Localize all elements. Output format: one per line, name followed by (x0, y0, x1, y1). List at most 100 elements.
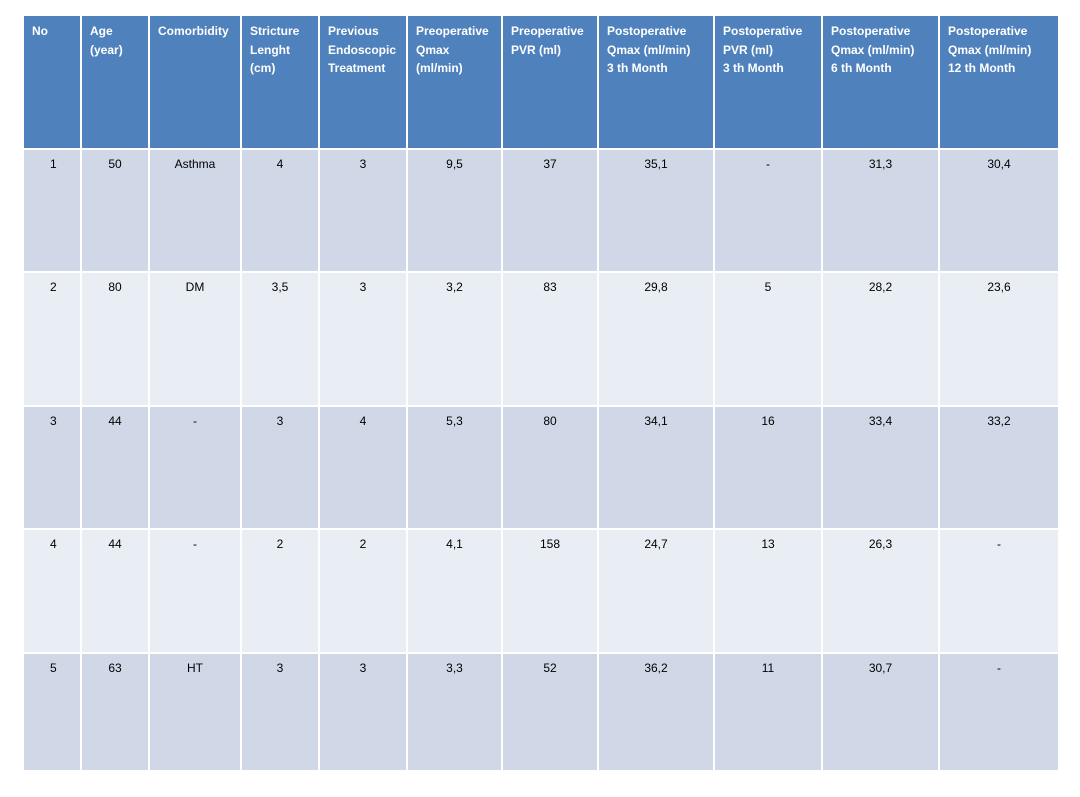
table-cell: 24,7 (597, 528, 715, 654)
table-cell: 4 (22, 528, 82, 654)
header-line: 3 th Month (607, 61, 668, 75)
header-line: (year) (90, 42, 123, 57)
table-cell: 3 (318, 148, 408, 273)
table-cell: 29,8 (597, 271, 715, 407)
header-line: Endoscopic (328, 42, 397, 57)
table-row: 1 50 Asthma 4 3 9,5 37 35,1 - 31,3 30,4 (22, 148, 1060, 273)
header-line: Qmax (ml/min) (831, 42, 915, 57)
header-postop-qmax-12m: Postoperative Qmax (ml/min) 12 th Month (938, 14, 1060, 150)
table-cell: 37 (501, 148, 599, 273)
table-cell: 3,2 (406, 271, 503, 407)
table-cell: 3,3 (406, 652, 503, 772)
table-cell: 2 (318, 528, 408, 654)
header-line: Qmax (416, 42, 450, 57)
table-cell: 2 (240, 528, 320, 654)
header-postop-pvr-3m: Postoperative PVR (ml) 3 th Month (713, 14, 823, 150)
table-cell: 3 (318, 271, 408, 407)
table-row: 2 80 DM 3,5 3 3,2 83 29,8 5 28,2 23,6 (22, 271, 1060, 407)
header-line: Treatment (328, 61, 386, 75)
table-cell: 13 (713, 528, 823, 654)
table-cell: 33,2 (938, 405, 1060, 530)
header-line: Postoperative (831, 24, 911, 38)
table-cell: 30,4 (938, 148, 1060, 273)
header-line: Postoperative (607, 24, 687, 38)
table-cell: 33,4 (821, 405, 940, 530)
table-row: 5 63 HT 3 3 3,3 52 36,2 11 30,7 - (22, 652, 1060, 772)
table-cell: 50 (80, 148, 150, 273)
table-cell: 3 (240, 652, 320, 772)
table-cell: 52 (501, 652, 599, 772)
table-cell: Asthma (148, 148, 242, 273)
table-cell: 5 (22, 652, 82, 772)
table-cell: 26,3 (821, 528, 940, 654)
table-cell: 1 (22, 148, 82, 273)
header-postop-qmax-6m: Postoperative Qmax (ml/min) 6 th Month (821, 14, 940, 150)
header-line: Postoperative (948, 24, 1028, 38)
table-cell: HT (148, 652, 242, 772)
table-cell: 158 (501, 528, 599, 654)
header-line: PVR (ml) (723, 42, 774, 57)
header-line: Preoperative (416, 24, 489, 38)
table-cell: 31,3 (821, 148, 940, 273)
table-cell: 4,1 (406, 528, 503, 654)
table-cell: 80 (501, 405, 599, 530)
table-cell: 4 (240, 148, 320, 273)
header-line: Qmax (ml/min) (607, 42, 691, 57)
table-cell: 63 (80, 652, 150, 772)
header-postop-qmax-3m: Postoperative Qmax (ml/min) 3 th Month (597, 14, 715, 150)
table-cell: 34,1 (597, 405, 715, 530)
header-stricture-length: Stricture Lenght (cm) (240, 14, 320, 150)
table-cell: - (713, 148, 823, 273)
header-line: Qmax (ml/min) (948, 42, 1032, 57)
header-line: (cm) (250, 61, 276, 75)
table-cell: 9,5 (406, 148, 503, 273)
header-row: No Age (year) Comorbidity Stricture Lenght… (22, 14, 1060, 150)
table-cell: 11 (713, 652, 823, 772)
table-cell: 44 (80, 528, 150, 654)
patient-data-table: No Age (year) Comorbidity Stricture Lenght… (22, 14, 1060, 772)
table-cell: 83 (501, 271, 599, 407)
table-cell: 3,5 (240, 271, 320, 407)
table-cell: 30,7 (821, 652, 940, 772)
table-cell: 36,2 (597, 652, 715, 772)
header-preop-qmax: Preoperative Qmax (ml/min) (406, 14, 503, 150)
table-cell: 3 (318, 652, 408, 772)
table-row: 3 44 - 3 4 5,3 80 34,1 16 33,4 33,2 (22, 405, 1060, 530)
header-preop-pvr: Preoperative PVR (ml) (501, 14, 599, 150)
header-line: Previous (328, 24, 379, 38)
table-cell: 3 (22, 405, 82, 530)
header-previous-treatment: Previous Endoscopic Treatment (318, 14, 408, 150)
header-line: No (32, 24, 48, 38)
table-cell: 3 (240, 405, 320, 530)
table-cell: 4 (318, 405, 408, 530)
header-age: Age (year) (80, 14, 150, 150)
table-cell: 28,2 (821, 271, 940, 407)
table-cell: 5 (713, 271, 823, 407)
header-no: No (22, 14, 82, 150)
header-line: PVR (ml) (511, 42, 562, 57)
header-line: (ml/min) (416, 61, 463, 75)
table-cell: 80 (80, 271, 150, 407)
header-line: 3 th Month (723, 61, 784, 75)
table-cell: DM (148, 271, 242, 407)
table-cell: 2 (22, 271, 82, 407)
header-line: Age (90, 24, 113, 38)
table-cell: 5,3 (406, 405, 503, 530)
header-line: 6 th Month (831, 61, 892, 75)
header-line: Lenght (250, 42, 290, 57)
header-line: Preoperative (511, 24, 584, 38)
header-comorbidity: Comorbidity (148, 14, 242, 150)
table-cell: 35,1 (597, 148, 715, 273)
table-cell: 16 (713, 405, 823, 530)
table-cell: - (148, 405, 242, 530)
table-cell: 23,6 (938, 271, 1060, 407)
header-line: Postoperative (723, 24, 803, 38)
table-cell: - (938, 652, 1060, 772)
header-line: Stricture (250, 24, 300, 38)
header-line: 12 th Month (948, 61, 1016, 75)
table-row: 4 44 - 2 2 4,1 158 24,7 13 26,3 - (22, 528, 1060, 654)
header-line: Comorbidity (158, 24, 229, 38)
table-cell: - (938, 528, 1060, 654)
table-cell: - (148, 528, 242, 654)
table-cell: 44 (80, 405, 150, 530)
